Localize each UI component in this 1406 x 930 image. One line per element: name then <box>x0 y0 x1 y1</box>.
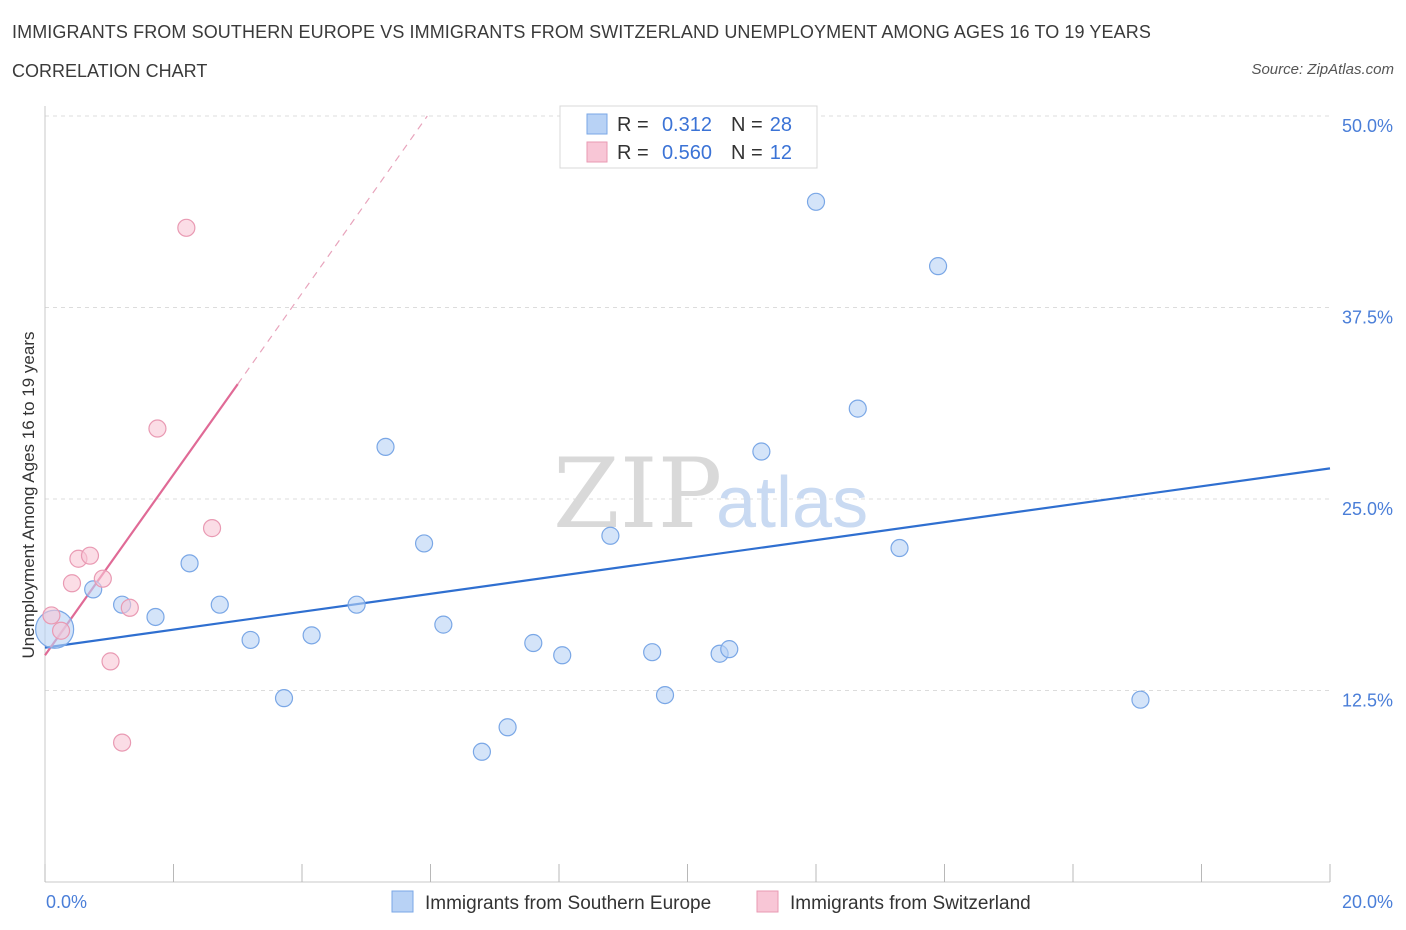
y-tick-label: 25.0% <box>1342 499 1393 519</box>
blue-point <box>146 607 165 627</box>
blue-bottom-legend-label: Immigrants from Southern Europe <box>425 893 711 914</box>
blue-point <box>601 526 620 545</box>
pink-point <box>120 598 139 617</box>
chart-title: IMMIGRANTS FROM SOUTHERN EUROPE VS IMMIG… <box>12 22 1151 42</box>
blue-bottom-legend-swatch <box>391 890 414 913</box>
blue-point <box>848 399 867 418</box>
y-tick-label: 37.5% <box>1342 308 1393 328</box>
x-tick-label-start: 0.0% <box>46 892 87 912</box>
source-credit: Source: ZipAtlas.com <box>1251 61 1394 78</box>
blue-point <box>498 718 517 737</box>
legend-box: R = 0.312 N = 28 R = 0.560 N = 12 <box>559 105 818 169</box>
blue-point <box>890 538 909 558</box>
pink-point <box>177 218 196 237</box>
pink-legend-swatch <box>586 141 608 163</box>
blue-legend-swatch <box>586 113 608 135</box>
blue-point <box>806 192 826 211</box>
y-axis-title: Unemployment Among Ages 16 to 19 years <box>19 332 38 659</box>
bottom-legend: Immigrants from Southern Europe Immigrant… <box>391 890 1031 914</box>
watermark: ZIP atlas <box>553 438 868 550</box>
blue-point <box>524 633 543 653</box>
blue-point <box>210 595 229 614</box>
pink-bottom-legend-label: Immigrants from Switzerland <box>790 893 1031 914</box>
watermark-zip: ZIP <box>553 438 722 550</box>
grid-lines <box>45 115 1330 691</box>
blue-point <box>655 685 675 705</box>
pink-bottom-legend-swatch <box>756 890 779 913</box>
pink-point <box>93 569 112 588</box>
pink-trend-line <box>44 383 239 656</box>
blue-point <box>302 626 321 645</box>
legend-r-value: 0.560 <box>662 142 712 164</box>
blue-point <box>472 742 491 761</box>
legend-n-label: N = <box>731 142 763 164</box>
legend-n-value: 28 <box>770 114 792 136</box>
blue-point <box>434 615 453 634</box>
pink-point <box>112 733 132 752</box>
blue-point <box>720 640 739 659</box>
blue-point <box>752 442 771 461</box>
x-tick-labels: 0.0% 20.0% <box>46 892 1393 912</box>
legend-r-label: R = <box>617 114 649 136</box>
blue-point <box>928 257 948 276</box>
blue-point <box>241 630 260 650</box>
axes <box>44 106 1331 883</box>
y-tick-label: 12.5% <box>1342 691 1393 711</box>
y-tick-label: 50.0% <box>1342 116 1393 136</box>
blue-point <box>376 437 395 457</box>
pink-point <box>101 652 120 671</box>
pink-point <box>42 606 61 625</box>
blue-point <box>1131 690 1150 709</box>
data-points <box>35 192 1150 761</box>
legend-r-label: R = <box>617 142 649 164</box>
blue-point <box>414 534 434 553</box>
trend-lines <box>44 115 1331 656</box>
legend-n-label: N = <box>731 114 763 136</box>
x-tick-label-end: 20.0% <box>1342 892 1393 912</box>
pink-point <box>80 546 100 565</box>
blue-point <box>274 689 294 708</box>
blue-point <box>553 646 572 665</box>
pink-point <box>62 574 82 593</box>
y-tick-labels: 12.5% 25.0% 37.5% 50.0% <box>1342 116 1393 711</box>
pink-point <box>202 519 222 538</box>
blue-point <box>180 554 199 573</box>
legend-n-value: 12 <box>770 142 792 164</box>
watermark-atlas: atlas <box>716 463 868 543</box>
pink-point <box>148 419 167 438</box>
chart-subtitle: CORRELATION CHART <box>12 61 208 81</box>
blue-trend-line <box>44 467 1331 649</box>
blue-point <box>347 595 366 614</box>
pink-point <box>51 621 71 640</box>
pink-trend-extension <box>237 115 428 385</box>
legend-r-value: 0.312 <box>662 114 712 136</box>
blue-point <box>643 643 662 662</box>
